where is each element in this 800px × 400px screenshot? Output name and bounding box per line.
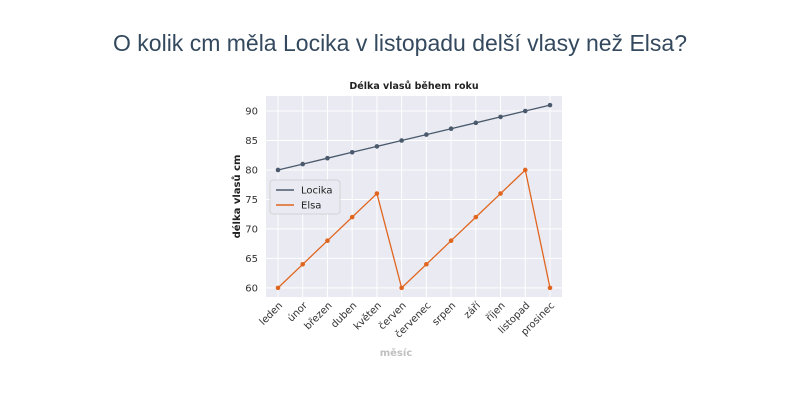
data-point-elsa bbox=[498, 191, 503, 196]
data-point-elsa bbox=[399, 285, 404, 291]
x-tick-label: březen bbox=[302, 300, 335, 333]
data-point-elsa bbox=[275, 285, 281, 291]
data-point-locika bbox=[349, 149, 355, 155]
x-tick-label: leden bbox=[258, 300, 285, 327]
x-axis-title: měsíc bbox=[380, 347, 413, 359]
data-point-locika bbox=[374, 144, 380, 149]
data-point-locika bbox=[300, 161, 306, 167]
data-point-elsa bbox=[325, 238, 330, 244]
y-tick-label: 60 bbox=[245, 283, 258, 294]
legend-label: Elsa bbox=[301, 201, 321, 212]
series-line-locika bbox=[277, 104, 551, 171]
data-point-elsa bbox=[424, 261, 429, 267]
data-point-locika bbox=[275, 167, 281, 173]
data-point-locika bbox=[522, 108, 528, 114]
data-point-locika bbox=[424, 132, 429, 137]
data-point-elsa bbox=[448, 238, 454, 244]
y-tick-label: 80 bbox=[245, 165, 258, 176]
data-point-elsa bbox=[300, 261, 306, 267]
data-point-locika bbox=[547, 102, 553, 108]
data-point-elsa bbox=[522, 167, 528, 173]
x-tick-label: září bbox=[462, 299, 484, 321]
legend: Locika Elsa bbox=[269, 179, 341, 215]
series-layer bbox=[275, 102, 553, 291]
data-point-elsa bbox=[547, 285, 553, 291]
y-tick-label: 65 bbox=[245, 254, 258, 265]
question-heading: O kolik cm měla Locika v listopadu delší… bbox=[113, 30, 687, 56]
series-line-elsa bbox=[277, 168, 551, 290]
data-point-locika bbox=[498, 114, 503, 120]
y-tick-label: 85 bbox=[245, 136, 258, 147]
data-point-elsa bbox=[374, 191, 380, 196]
data-point-locika bbox=[399, 138, 404, 143]
y-tick-label: 90 bbox=[245, 107, 258, 118]
chart-title: Délka vlasů během roku bbox=[349, 81, 478, 92]
data-point-elsa bbox=[473, 214, 479, 220]
data-point-locika bbox=[325, 155, 330, 161]
data-point-elsa bbox=[349, 214, 355, 220]
data-point-locika bbox=[473, 120, 479, 126]
x-tick-label: srpen bbox=[431, 300, 459, 328]
legend-label: Locika bbox=[301, 186, 333, 197]
y-tick-label: 75 bbox=[245, 195, 258, 206]
y-axis-title: délka vlasů cm bbox=[230, 155, 243, 239]
data-point-locika bbox=[448, 126, 454, 132]
y-tick-label: 70 bbox=[245, 224, 258, 235]
